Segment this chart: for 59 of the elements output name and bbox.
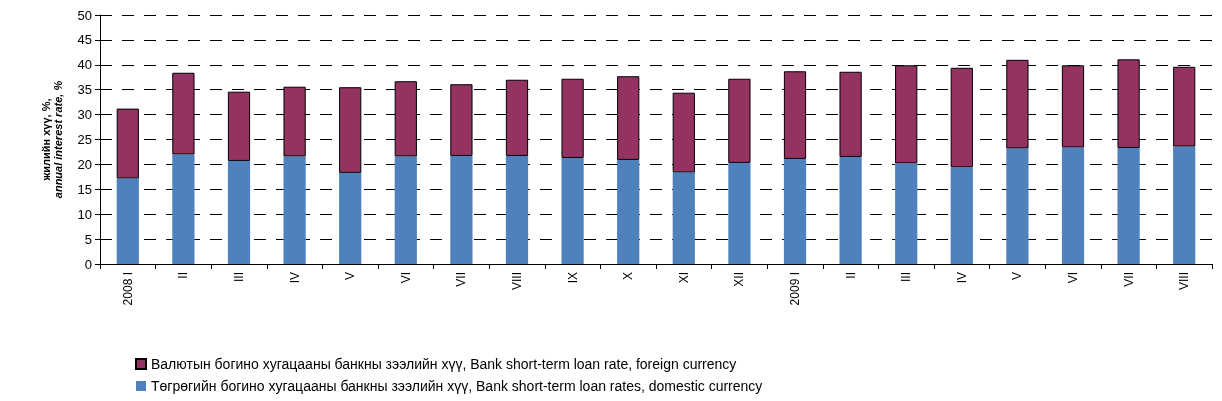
x-tick-label: V <box>343 272 358 281</box>
bar <box>950 67 973 168</box>
y-tick-label: 15 <box>77 181 92 197</box>
bar <box>1061 65 1085 148</box>
bar <box>783 158 807 264</box>
x-tick-label: XI <box>676 272 691 284</box>
x-tick-label: VII <box>454 272 469 287</box>
bar <box>339 87 362 173</box>
bar <box>394 156 417 264</box>
y-tick-label: 45 <box>77 32 92 48</box>
x-tick-label: IV <box>287 272 302 284</box>
bar <box>116 108 139 179</box>
bar <box>339 172 362 264</box>
x-tick-label: VII <box>1121 272 1136 287</box>
x-tick-label: II <box>176 272 191 279</box>
legend-label: Төгрөгийн богино хугацааны банкны зээлийн хүү, Bank short-term loan rates, domestic currency <box>151 378 763 394</box>
bar <box>1061 147 1085 264</box>
y-tick-label: 30 <box>77 107 92 123</box>
y-tick-label: 50 <box>77 7 92 23</box>
x-tick-label: III <box>232 272 246 283</box>
y-tick-label: 25 <box>77 132 92 147</box>
bar <box>839 156 862 264</box>
bar <box>561 157 584 264</box>
x-tick-label: VIII <box>1177 272 1192 291</box>
bar <box>1117 147 1140 264</box>
y-tick-label: 40 <box>77 57 92 73</box>
x-tick-label: VI <box>398 272 413 284</box>
x-tick-label: 2008 I <box>120 272 135 306</box>
y-tick-label: 0 <box>84 256 92 272</box>
bar <box>283 156 306 264</box>
bar <box>505 155 529 264</box>
y-tick-label: 20 <box>77 156 92 172</box>
bar <box>1006 148 1029 264</box>
bar <box>950 167 973 264</box>
y-tick-label: 35 <box>77 82 92 98</box>
bar <box>672 172 695 264</box>
x-tick-label: 2009 I <box>788 272 802 306</box>
bar <box>450 155 473 264</box>
x-tick-label: XII <box>732 272 747 287</box>
bar <box>1173 146 1196 264</box>
bar <box>172 154 195 264</box>
y-axis-title: жилийн хүү, %, annual interest rate, % <box>40 80 64 199</box>
x-tick-label: VI <box>1066 272 1080 284</box>
bar <box>227 91 251 161</box>
legend-label: Валютын богино хугацааны банкны зээлийн хүү, Bank short-term loan rate, foreign currency <box>151 356 737 372</box>
bar <box>227 160 251 264</box>
bar <box>895 163 918 264</box>
y-tick-label: 10 <box>77 206 92 222</box>
bar <box>116 178 139 264</box>
x-tick-label: VIII <box>510 272 524 291</box>
x-tick-label: II <box>843 272 858 279</box>
x-tick-label: IV <box>954 272 969 284</box>
x-tick-label: IX <box>565 272 580 284</box>
x-tick-label: V <box>1010 272 1025 281</box>
bar <box>728 162 751 264</box>
x-tick-label: III <box>899 272 914 283</box>
y-tick-label: 5 <box>84 231 92 247</box>
x-tick-label: X <box>621 272 636 281</box>
bar <box>617 159 640 264</box>
